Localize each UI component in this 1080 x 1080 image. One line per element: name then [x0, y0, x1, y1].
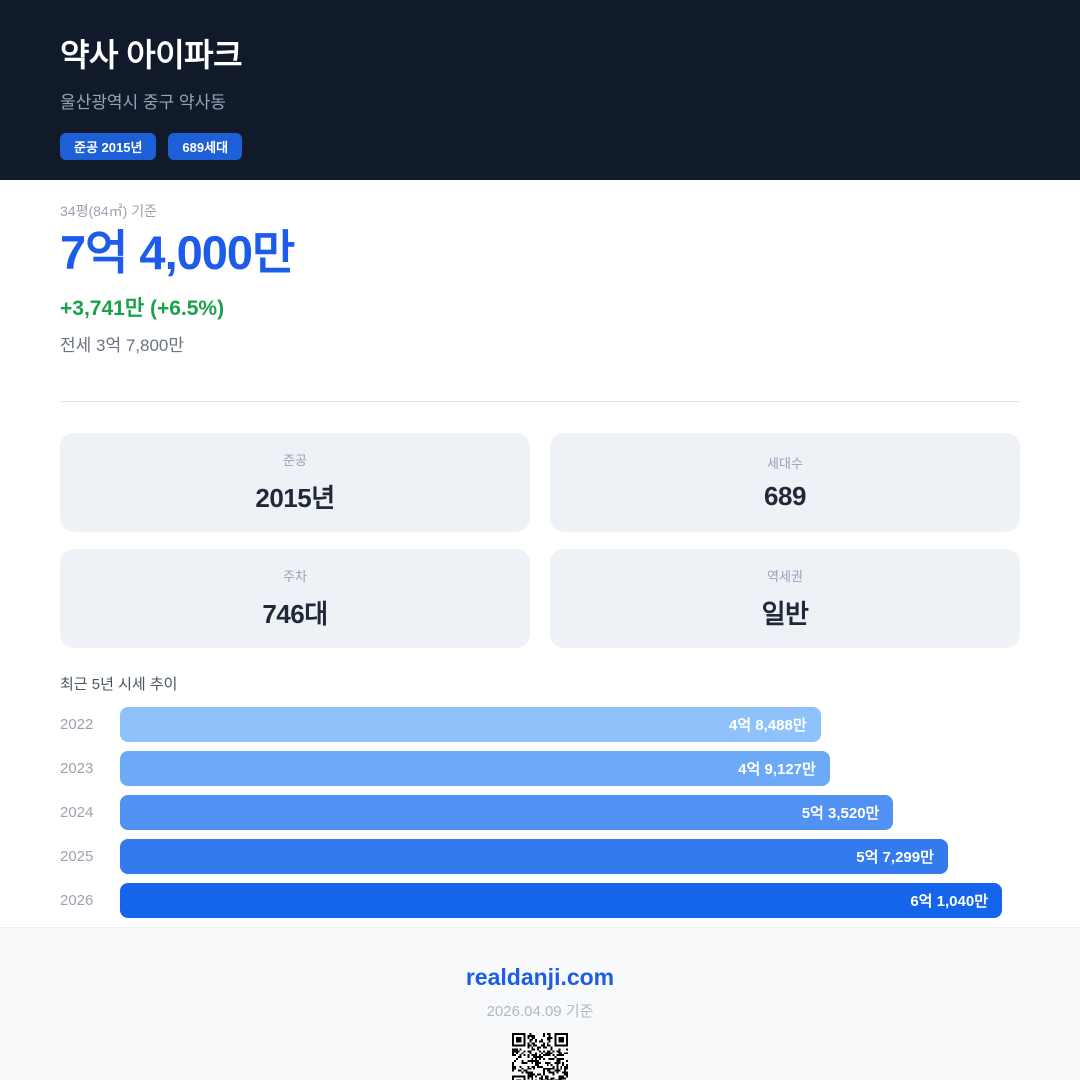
- chart-row: 2025 5억 7,299만: [60, 839, 1020, 875]
- bar-area: 4억 9,127만: [120, 751, 1020, 787]
- stat-value: 746대: [262, 599, 328, 630]
- jeonse-price: 전세 3억 7,800만: [60, 336, 185, 356]
- stat-label: 세대수: [767, 456, 803, 472]
- price-bar-2023: 4억 9,127만: [120, 751, 830, 787]
- badge-built-year: 준공 2015년: [60, 133, 157, 161]
- bar-value-label: 6억 1,040만: [910, 893, 988, 911]
- year-label: 2025: [60, 848, 94, 866]
- bar-value-label: 5억 3,520만: [801, 805, 880, 823]
- price-bar-2026: 6억 1,040만: [120, 883, 1002, 919]
- divider: [60, 401, 1020, 403]
- price-trend-chart: 2022 4억 8,488만 2023 4억 9,127만 2024 5억 3,…: [60, 707, 1020, 919]
- qr-code: [0, 1033, 1080, 1080]
- bar-area: 6억 1,040만: [120, 883, 1020, 919]
- chart-row: 2022 4억 8,488만: [60, 707, 1020, 743]
- year-label: 2022: [60, 716, 94, 734]
- price-value: 7억 4,000만: [60, 226, 295, 279]
- stat-value: 2015년: [255, 483, 335, 514]
- bar-area: 5억 3,520만: [120, 795, 1020, 831]
- year-label: 2026: [60, 892, 94, 910]
- price-bar-2024: 5억 3,520만: [120, 795, 894, 831]
- year-label: 2024: [60, 804, 94, 822]
- bar-value-label: 5억 7,299만: [856, 849, 934, 867]
- price-bar-2022: 4억 8,488만: [120, 707, 821, 743]
- stat-card-parking: 주차 746대: [60, 549, 530, 649]
- header: 약사 아이파크 울산광역시 중구 약사동 준공 2015년 689세대: [0, 0, 1080, 180]
- bar-value-label: 4억 8,488만: [728, 717, 807, 735]
- stat-label: 주차: [283, 569, 307, 585]
- apartment-address: 울산광역시 중구 약사동: [60, 93, 226, 113]
- stat-label: 준공: [283, 453, 307, 469]
- bar-area: 5억 7,299만: [120, 839, 1020, 875]
- stats-grid: 준공 2015년 세대수 689 주차 746대 역세권 일반: [60, 433, 1020, 649]
- apartment-title: 약사 아이파크: [60, 37, 243, 73]
- price-caption: 34평(84㎡) 기준: [60, 203, 157, 219]
- stat-value: 689: [764, 481, 806, 512]
- badge-households: 689세대: [168, 133, 243, 161]
- chart-row: 2026 6억 1,040만: [60, 883, 1020, 919]
- chart-title: 최근 5년 시세 추이: [60, 676, 178, 694]
- chart-row: 2024 5억 3,520만: [60, 795, 1020, 831]
- date-note: 2026.04.09 기준: [486, 1003, 594, 1021]
- main-content: 34평(84㎡) 기준 7억 4,000만 +3,741만 (+6.5%) 전세…: [0, 180, 1080, 919]
- footer: realdanji.com 2026.04.09 기준: [0, 927, 1080, 1080]
- price-change: +3,741만 (+6.5%): [60, 297, 225, 321]
- bar-area: 4억 8,488만: [120, 707, 1020, 743]
- badge-row: 준공 2015년 689세대: [60, 133, 1020, 161]
- stat-card-completion: 준공 2015년: [60, 433, 530, 533]
- stat-value: 일반: [761, 599, 809, 630]
- price-bar-2025: 5억 7,299만: [120, 839, 948, 875]
- year-label: 2023: [60, 760, 94, 778]
- stat-label: 역세권: [767, 569, 803, 585]
- site-link[interactable]: realdanji.com: [465, 964, 615, 991]
- bar-value-label: 4억 9,127만: [738, 761, 816, 779]
- stat-card-station-access: 역세권 일반: [550, 549, 1020, 649]
- stat-card-households: 세대수 689: [550, 433, 1020, 533]
- chart-row: 2023 4억 9,127만: [60, 751, 1020, 787]
